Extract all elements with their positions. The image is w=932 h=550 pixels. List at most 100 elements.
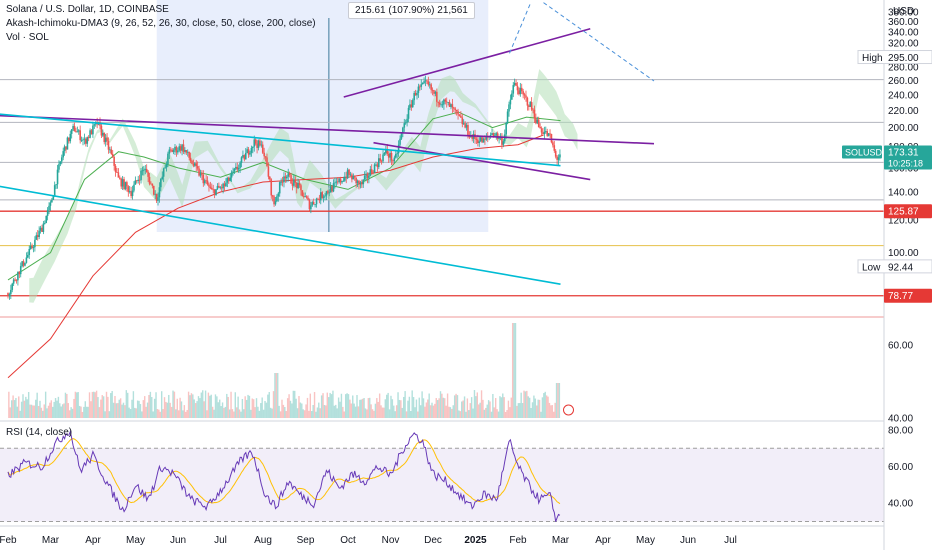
candle-body bbox=[535, 118, 537, 124]
volume-bar bbox=[15, 398, 17, 418]
volume-bar bbox=[313, 392, 316, 418]
candle-body bbox=[540, 128, 543, 133]
volume-bar bbox=[444, 398, 446, 418]
candle-body bbox=[511, 93, 513, 100]
volume-bar bbox=[545, 395, 548, 418]
volume-bar bbox=[466, 398, 469, 418]
candle-body bbox=[269, 176, 271, 180]
candle-body bbox=[392, 160, 394, 162]
candle-body bbox=[134, 180, 137, 185]
marker-label: Low bbox=[862, 262, 881, 273]
volume-bar bbox=[521, 403, 524, 418]
candle-body bbox=[14, 279, 16, 281]
candle-body bbox=[70, 129, 73, 134]
volume-bar bbox=[12, 395, 14, 418]
volume-bar bbox=[152, 411, 154, 418]
volume-bar bbox=[439, 391, 442, 418]
volume-bar bbox=[441, 393, 443, 418]
time-tick-label: 2025 bbox=[464, 535, 487, 546]
candle-body bbox=[457, 111, 459, 115]
volume-bar bbox=[186, 409, 188, 418]
volume-bar bbox=[121, 404, 123, 418]
candle-body bbox=[72, 125, 74, 130]
volume-bar bbox=[81, 411, 84, 418]
volume-bar bbox=[323, 405, 326, 418]
candle-body bbox=[66, 137, 69, 150]
candle-body bbox=[380, 160, 383, 162]
volume-bar bbox=[180, 401, 183, 418]
volume-bar bbox=[489, 401, 491, 418]
candle-body bbox=[523, 94, 526, 96]
candle-body bbox=[407, 107, 410, 119]
indicator-label: Akash-Ichimoku-DMA3 (9, 26, 52, 26, 30, … bbox=[6, 18, 316, 29]
candle-body bbox=[544, 131, 547, 132]
candle-body bbox=[529, 101, 532, 107]
candle-body bbox=[138, 179, 141, 181]
volume-bar bbox=[493, 407, 495, 418]
volume-bar bbox=[59, 403, 61, 418]
candle-body bbox=[152, 185, 155, 195]
volume-bar bbox=[509, 407, 511, 418]
volume-bar bbox=[534, 398, 537, 418]
volume-bar bbox=[279, 411, 282, 418]
volume-bar bbox=[425, 402, 428, 418]
candle-body bbox=[421, 82, 424, 85]
volume-bar bbox=[192, 394, 194, 418]
volume-bar bbox=[241, 398, 244, 418]
volume-bar bbox=[468, 410, 470, 418]
volume-bar bbox=[170, 406, 173, 418]
rsi-ma-line bbox=[7, 438, 561, 505]
rsi-tick-label: 60.00 bbox=[888, 462, 913, 473]
volume-bar bbox=[473, 390, 476, 418]
candle-body bbox=[169, 149, 172, 151]
volume-bar bbox=[25, 396, 27, 418]
candle-body bbox=[455, 109, 458, 112]
price-marker: High 295.00 bbox=[857, 50, 932, 65]
volume-bar bbox=[83, 406, 85, 418]
volume-bar bbox=[347, 394, 350, 418]
candle-body bbox=[271, 195, 274, 197]
candle-body bbox=[246, 149, 248, 153]
candle-body bbox=[559, 154, 561, 158]
candle-body bbox=[31, 245, 33, 248]
volume-bar bbox=[316, 407, 319, 418]
candle-body bbox=[324, 195, 326, 197]
volume-bar bbox=[330, 394, 333, 418]
volume-bar bbox=[160, 391, 163, 418]
currency-label: USD bbox=[893, 6, 914, 17]
time-tick-label: Aug bbox=[254, 535, 272, 546]
volume-bar bbox=[528, 397, 531, 418]
volume-bar bbox=[115, 403, 118, 418]
candle-body bbox=[491, 133, 493, 136]
volume-bar bbox=[69, 410, 71, 418]
volume-bar bbox=[269, 407, 272, 418]
volume-bar bbox=[87, 406, 89, 418]
candle-body bbox=[62, 151, 64, 158]
candle-body bbox=[286, 176, 288, 179]
candle-body bbox=[46, 210, 49, 216]
candle-body bbox=[329, 186, 332, 193]
candle-body bbox=[233, 168, 236, 172]
candle-body bbox=[79, 130, 81, 141]
candle-body bbox=[400, 133, 403, 139]
candle-body bbox=[519, 87, 522, 95]
volume-bar bbox=[517, 403, 520, 418]
candle-body bbox=[440, 104, 442, 106]
volume-bar bbox=[118, 399, 120, 418]
candle-body bbox=[542, 132, 544, 135]
last-price-bg bbox=[884, 145, 932, 170]
candle-body bbox=[185, 150, 188, 153]
volume-bar bbox=[67, 403, 69, 418]
candle-body bbox=[52, 196, 55, 200]
volume-bar bbox=[146, 402, 149, 418]
volume-bar bbox=[61, 404, 64, 418]
volume-bar bbox=[54, 398, 57, 418]
candle-body bbox=[244, 152, 247, 160]
candle-body bbox=[58, 164, 60, 170]
candle-body bbox=[532, 109, 534, 111]
candle-body bbox=[513, 82, 516, 86]
candle-body bbox=[86, 137, 89, 144]
time-tick-label: Feb bbox=[0, 535, 17, 546]
candle-body bbox=[537, 119, 540, 127]
